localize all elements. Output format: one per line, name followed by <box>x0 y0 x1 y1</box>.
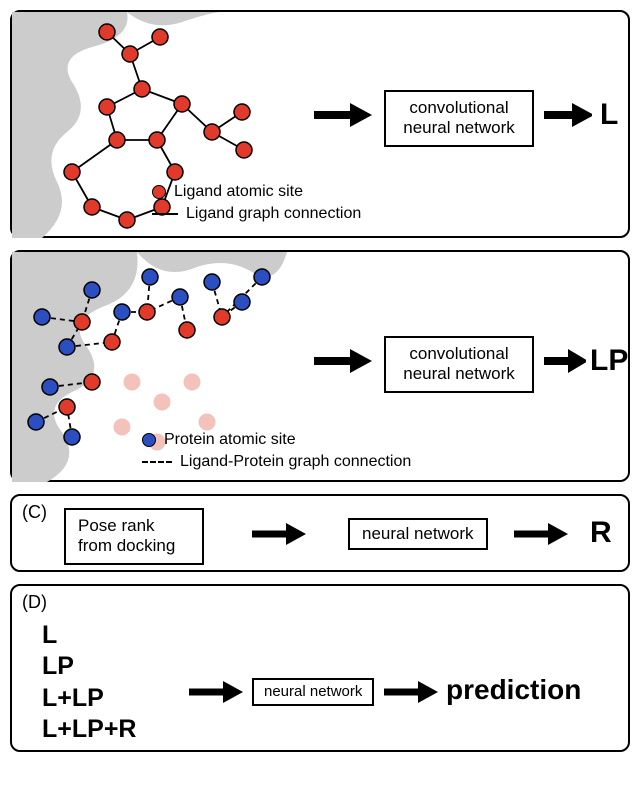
cnn-box-b: convolutional neural network <box>384 336 534 393</box>
arrow-icon <box>312 346 372 376</box>
lp-dash-icon <box>142 461 172 463</box>
arrow-icon <box>542 346 586 376</box>
pose-rank-text: Pose rank from docking <box>78 516 175 557</box>
panel-b: (B) Protein atomic site Ligand-Protein g… <box>10 250 630 482</box>
output-b: LP <box>590 344 628 378</box>
arrow-icon <box>187 678 243 706</box>
ligand-line-icon <box>152 213 178 215</box>
panel-a-legend: Ligand atomic site Ligand graph connecti… <box>152 182 361 226</box>
cnn-box-b-text: convolutional neural network <box>403 344 515 385</box>
arrow-icon <box>512 520 568 548</box>
panel-c: (C) Pose rank from docking neural networ… <box>10 494 630 572</box>
arrow-icon <box>250 520 306 548</box>
arrow-icon <box>382 678 438 706</box>
legend-a-site: Ligand atomic site <box>174 182 303 202</box>
panel-b-legend: Protein atomic site Ligand-Protein graph… <box>142 430 411 474</box>
ligand-dot-icon <box>152 185 166 199</box>
nn-box-c: neural network <box>348 518 488 550</box>
nn-box-d-text: neural network <box>264 683 362 701</box>
panel-d: (D) L LP L+LP L+LP+R neural network pred… <box>10 584 630 752</box>
panel-c-label: (C) <box>22 502 47 523</box>
nn-box-c-text: neural network <box>362 524 474 544</box>
combo-2: L+LP <box>42 683 136 714</box>
combo-1: LP <box>42 651 136 682</box>
legend-a-graph: Ligand graph connection <box>186 204 361 224</box>
pose-rank-box: Pose rank from docking <box>64 508 204 565</box>
cnn-box-a-text: convolutional neural network <box>403 98 515 139</box>
cnn-box-a: convolutional neural network <box>384 90 534 147</box>
protein-dot-icon <box>142 433 156 447</box>
input-combinations: L LP L+LP L+LP+R <box>42 620 136 745</box>
arrow-icon <box>542 100 592 130</box>
legend-b-graph: Ligand-Protein graph connection <box>180 452 411 472</box>
combo-3: L+LP+R <box>42 714 136 745</box>
panel-a: (A) Ligand atomic site Ligand graph conn… <box>10 10 630 238</box>
output-d: prediction <box>446 674 581 706</box>
legend-b-site: Protein atomic site <box>164 430 296 450</box>
output-a: L <box>600 98 618 132</box>
nn-box-d: neural network <box>252 678 374 706</box>
panel-d-label: (D) <box>22 592 47 613</box>
arrow-icon <box>312 100 372 130</box>
output-c: R <box>590 516 612 550</box>
combo-0: L <box>42 620 136 651</box>
